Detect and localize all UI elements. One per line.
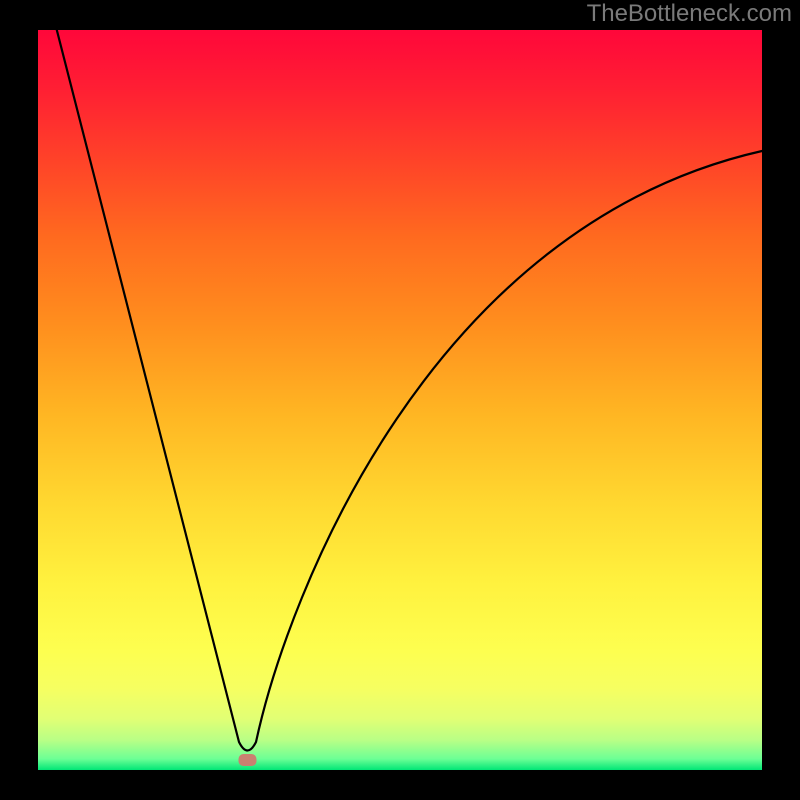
chart-svg <box>0 0 800 800</box>
watermark-text: TheBottleneck.com <box>587 0 792 28</box>
plot-area <box>38 30 762 770</box>
vertex-marker <box>239 754 257 766</box>
chart-container: TheBottleneck.com <box>0 0 800 800</box>
